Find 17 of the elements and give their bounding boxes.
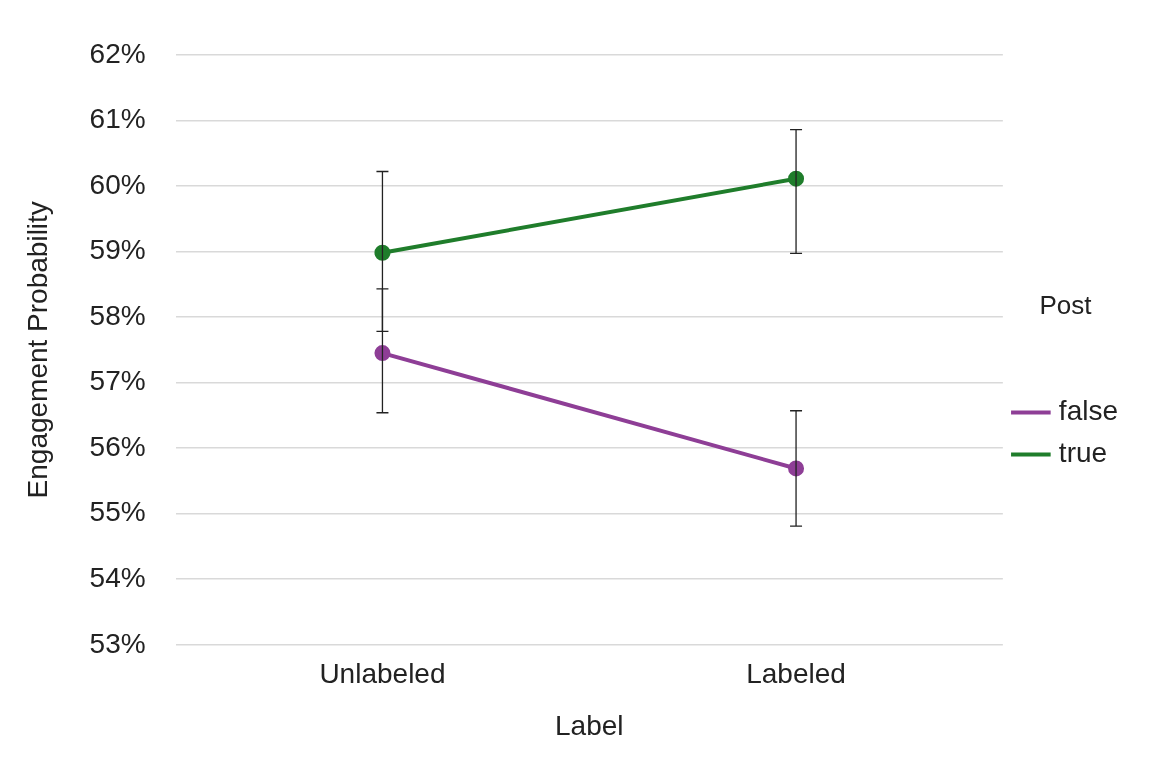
y-tick-label: 58% [89, 299, 146, 331]
y-tick-label: 55% [89, 496, 146, 528]
x-tick-label: Labeled [746, 658, 846, 690]
y-axis-title: Engagement Probability [21, 201, 53, 499]
y-tick-label: 59% [89, 234, 146, 266]
legend-label: false [1058, 395, 1119, 427]
legend-label: true [1058, 437, 1108, 469]
y-tick-label: 54% [89, 561, 146, 593]
y-tick-label: 60% [89, 168, 146, 200]
y-tick-label: 61% [89, 103, 146, 135]
y-tick-label: 56% [89, 430, 146, 462]
y-tick-label: 62% [89, 37, 146, 69]
y-tick-label: 53% [89, 627, 146, 659]
legend-title: Post [1039, 289, 1093, 320]
x-tick-label: Unlabeled [319, 658, 446, 690]
x-axis-title: Label [554, 709, 624, 741]
y-tick-label: 57% [89, 365, 146, 397]
